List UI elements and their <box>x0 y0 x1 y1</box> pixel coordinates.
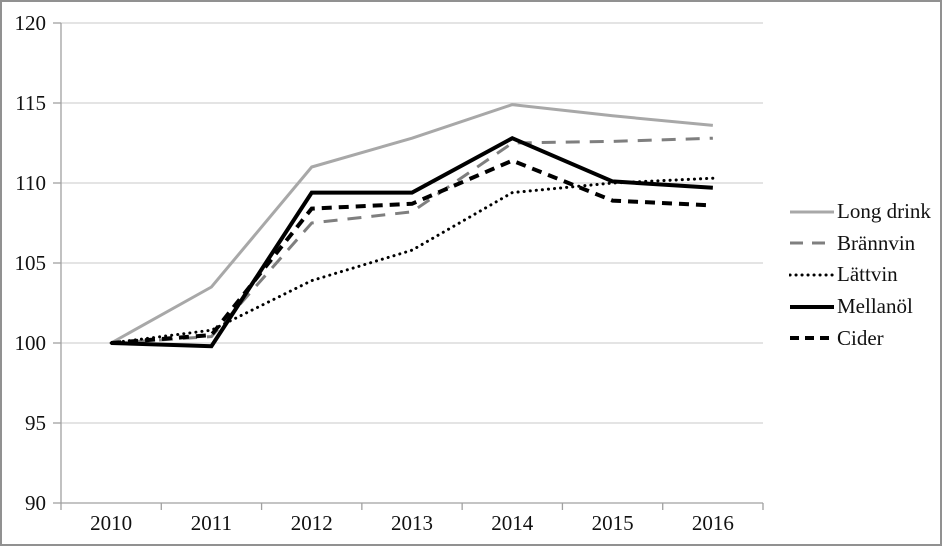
x-axis-label-2014: 2014 <box>491 511 534 535</box>
legend-label-3: Mellanöl <box>837 294 913 319</box>
y-axis-label-90: 90 <box>25 491 46 515</box>
y-axis-label-95: 95 <box>25 411 46 435</box>
x-axis-label-2015: 2015 <box>591 511 634 535</box>
legend-swatch-icon <box>790 336 834 341</box>
series-line-3 <box>111 135 713 349</box>
legend-item-1: Brännvin <box>789 228 931 260</box>
legend-label-0: Long drink <box>837 199 931 224</box>
x-axis-label-2010: 2010 <box>90 511 133 535</box>
y-axis-label-120: 120 <box>14 11 47 35</box>
y-axis-label-100: 100 <box>14 331 47 355</box>
x-axis-label-2011: 2011 <box>190 511 233 535</box>
x-axis-label-2016: 2016 <box>691 511 734 535</box>
legend-swatch-icon <box>789 273 835 277</box>
legend-label-2: Lättvin <box>837 262 898 287</box>
legend-swatch-icon <box>790 210 834 214</box>
legend-item-3: Mellanöl <box>789 291 931 323</box>
x-axis-label-2013: 2013 <box>391 511 433 535</box>
legend-label-1: Brännvin <box>837 230 916 255</box>
series-line-4 <box>110 158 713 345</box>
legend-item-2: Lättvin <box>789 259 931 291</box>
y-axis-label-110: 110 <box>15 171 46 195</box>
y-axis-label-105: 105 <box>14 251 47 275</box>
legend-swatch-icon <box>790 304 834 309</box>
legend-item-0: Long drink <box>789 196 931 228</box>
legend: Long drink Brännvin Lättvin Mellanöl Cider <box>789 196 931 354</box>
legend-swatch-icon <box>790 241 834 245</box>
series-line-1 <box>111 136 713 345</box>
y-axis-label-115: 115 <box>15 91 46 115</box>
legend-item-4: Cider <box>789 322 931 354</box>
x-axis-label-2012: 2012 <box>290 511 333 535</box>
legend-label-4: Cider <box>837 325 884 350</box>
series-line-2 <box>109 176 715 345</box>
series-line-0 <box>110 103 714 345</box>
